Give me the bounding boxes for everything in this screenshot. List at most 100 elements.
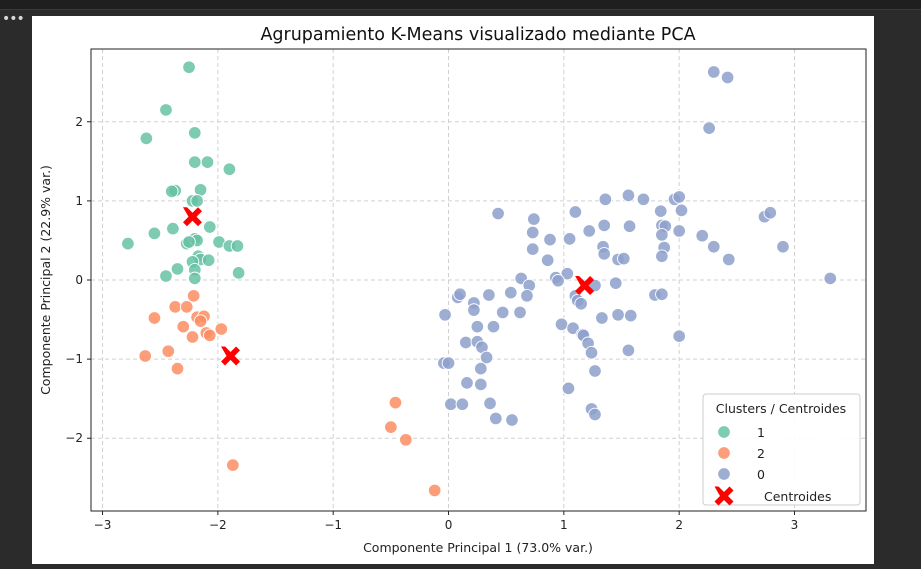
data-point-cluster-0	[598, 192, 613, 207]
data-point-cluster-0	[459, 335, 473, 350]
data-point-cluster-2	[193, 314, 208, 328]
data-points	[121, 60, 837, 498]
data-point-cluster-1	[188, 155, 202, 169]
data-point-cluster-0	[525, 225, 540, 240]
y-tick-label: 1	[75, 194, 83, 208]
y-axis-label: Componente Principal 2 (22.9% var.)	[38, 165, 53, 395]
data-point-cluster-0	[588, 278, 602, 293]
data-point-cluster-0	[486, 319, 501, 334]
data-point-cluster-1	[121, 236, 135, 251]
data-point-cluster-2	[399, 433, 413, 447]
data-point-cluster-2	[138, 349, 152, 363]
data-point-cluster-0	[455, 397, 470, 411]
legend-marker-cluster-0	[717, 467, 731, 481]
data-point-cluster-0	[566, 321, 580, 336]
data-point-cluster-0	[483, 396, 497, 411]
x-tick-label: 3	[791, 518, 799, 532]
centroid-marker	[182, 207, 202, 227]
data-point-cluster-0	[562, 232, 577, 246]
data-point-cluster-0	[655, 249, 669, 264]
data-point-cluster-0	[489, 411, 503, 426]
data-point-cluster-0	[482, 288, 496, 302]
centroid-marker	[221, 346, 241, 366]
legend: Clusters / Centroides 1 2 0 Centroides	[702, 393, 861, 506]
data-point-cluster-2	[384, 420, 398, 434]
data-point-cluster-1	[190, 194, 204, 208]
data-point-cluster-0	[525, 242, 540, 256]
data-point-cluster-0	[707, 65, 721, 79]
data-point-cluster-1	[164, 184, 179, 199]
data-point-cluster-0	[441, 356, 456, 370]
more-options-icon[interactable]: •••	[2, 11, 25, 27]
data-point-cluster-1	[222, 162, 237, 176]
data-point-cluster-0	[561, 381, 576, 396]
legend-title: Clusters / Centroides	[716, 401, 846, 416]
data-point-cluster-0	[479, 350, 494, 365]
data-point-cluster-2	[186, 289, 201, 303]
data-point-cluster-2	[203, 328, 217, 343]
data-point-cluster-0	[513, 305, 527, 320]
data-point-cluster-1	[203, 220, 217, 234]
data-point-cluster-0	[551, 274, 565, 288]
data-point-cluster-0	[554, 317, 569, 332]
data-point-cluster-0	[622, 219, 637, 233]
data-point-cluster-0	[621, 343, 636, 358]
data-point-cluster-0	[595, 311, 609, 325]
y-tick-label: −1	[65, 352, 83, 366]
data-point-cluster-0	[655, 228, 669, 242]
data-point-cluster-0	[776, 240, 790, 254]
data-point-cluster-1	[230, 239, 245, 253]
grid-lines	[91, 49, 866, 511]
data-point-cluster-2	[185, 330, 200, 344]
data-point-cluster-0	[695, 228, 709, 243]
data-point-cluster-0	[636, 192, 651, 207]
data-point-cluster-0	[611, 308, 625, 322]
data-point-cluster-0	[504, 285, 518, 300]
data-point-cluster-0	[474, 361, 488, 376]
data-point-cluster-0	[543, 232, 557, 247]
data-point-cluster-1	[182, 60, 196, 74]
data-point-cluster-2	[427, 483, 442, 498]
data-point-cluster-2	[168, 300, 182, 314]
data-point-cluster-0	[527, 212, 541, 226]
data-point-cluster-2	[170, 361, 185, 376]
x-tick-label: 0	[445, 518, 453, 532]
data-point-cluster-0	[623, 308, 638, 323]
data-point-cluster-0	[707, 240, 721, 254]
data-point-cluster-2	[147, 311, 162, 325]
data-point-cluster-0	[491, 206, 505, 221]
data-point-cluster-1	[166, 221, 180, 236]
y-tick-label: 2	[75, 115, 83, 129]
data-point-cluster-0	[672, 224, 686, 238]
centroid-marker	[575, 276, 595, 296]
window-top-strip	[0, 0, 921, 10]
data-point-cluster-0	[722, 252, 736, 267]
data-point-cluster-0	[568, 205, 583, 219]
data-point-cluster-0	[495, 305, 510, 320]
data-point-cluster-2	[161, 344, 176, 358]
data-point-cluster-0	[597, 247, 611, 261]
data-point-cluster-2	[176, 319, 191, 334]
data-point-cluster-1	[170, 262, 185, 276]
data-point-cluster-2	[179, 300, 194, 314]
data-point-cluster-0	[621, 188, 636, 203]
legend-marker-centroids	[714, 486, 734, 506]
data-point-cluster-1	[159, 103, 173, 117]
data-point-cluster-0	[505, 413, 519, 427]
axis-ticks: −3 −2 −1 0 1 2 3 −2 −1 0 1 2	[65, 115, 798, 532]
data-point-cluster-0	[763, 206, 778, 220]
data-point-cluster-0	[588, 364, 602, 378]
data-point-cluster-0	[453, 287, 467, 301]
data-point-cluster-0	[655, 287, 669, 301]
data-point-cluster-0	[438, 308, 452, 322]
data-point-cluster-0	[674, 203, 689, 218]
x-tick-label: −1	[324, 518, 342, 532]
data-point-cluster-1	[200, 155, 215, 169]
chart-title: Agrupamiento K-Means visualizado mediant…	[260, 25, 695, 45]
data-point-cluster-0	[720, 70, 735, 85]
data-point-cluster-0	[474, 377, 488, 392]
y-tick-label: −2	[65, 431, 83, 445]
legend-marker-cluster-1	[717, 425, 731, 439]
plot-frame	[90, 48, 867, 512]
chart-figure: Agrupamiento K-Means visualizado mediant…	[32, 16, 874, 564]
